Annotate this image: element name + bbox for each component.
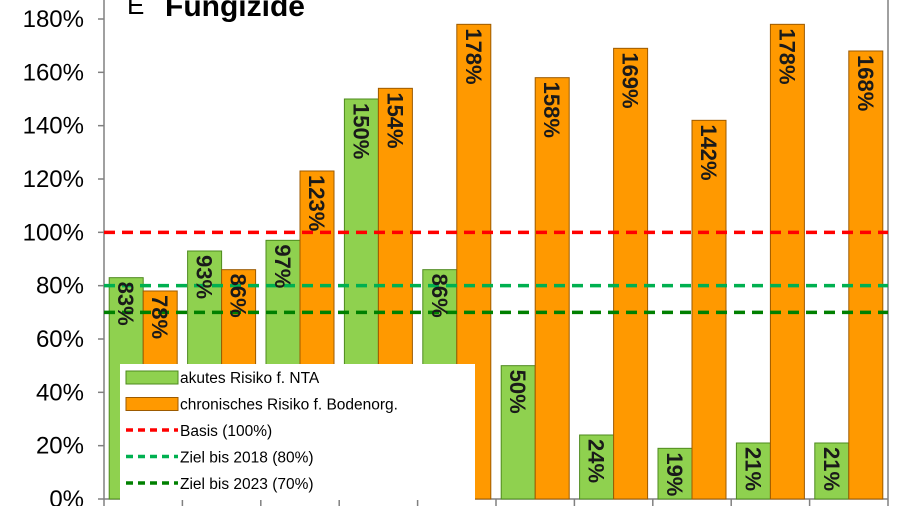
legend-ziel-2018-label: Ziel bis 2018 (80%) [180, 450, 314, 467]
legend-chronic-swatch [125, 397, 179, 411]
chart-title-text: Fungizide [165, 0, 305, 23]
acute-risk-bar [500, 365, 536, 500]
bar-value-label: 86% [226, 274, 251, 318]
y-tick-label: 0% [49, 486, 84, 506]
y-tick-label: 100% [23, 219, 84, 246]
bar-value-label: 78% [147, 295, 172, 339]
bar-value-label: 178% [461, 28, 486, 84]
chronic-risk-bar [613, 47, 649, 500]
legend-box [120, 364, 475, 500]
bar-value-label: 24% [584, 439, 609, 483]
acute-risk-bar [814, 442, 850, 500]
legend-chronic-label: chronisches Risiko f. Bodenorg. [180, 397, 398, 414]
bar-labels: 83% 78% 93% 86% 97% 123% 150% 154% 86% 178% 50% 158… [113, 28, 878, 496]
chronic-risk-bar [848, 50, 884, 500]
bar-value-label: 21% [819, 447, 844, 491]
bar-value-label: 158% [539, 82, 564, 138]
acute-risk-bar [735, 442, 771, 500]
bars [108, 23, 884, 500]
bar-value-label: 86% [427, 274, 452, 318]
legend-acute-swatch [125, 370, 179, 385]
bar-value-label: 50% [505, 370, 530, 414]
y-axis: 0% 20% 40% 60% 80% 100% 120% 140% 160% 180% [23, 0, 889, 506]
chronic-risk-bar [691, 119, 727, 500]
reference-lines [104, 230, 888, 315]
chronic-risk-bar [769, 23, 805, 500]
y-tick-label: 180% [23, 6, 84, 33]
chronic-risk-bar [534, 77, 570, 500]
bar-value-label: 168% [853, 55, 878, 111]
legend-ziel-2023-label: Ziel bis 2023 (70%) [180, 476, 314, 493]
bar-value-label: 83% [113, 282, 138, 326]
bar-value-label: 142% [696, 124, 721, 180]
y-tick-label: 80% [36, 273, 84, 300]
y-tick-label: 140% [23, 113, 84, 140]
chart-title: E Fungizide [127, 0, 305, 23]
bar-value-label: 93% [192, 255, 217, 299]
y-tick-label: 160% [23, 59, 84, 86]
y-tick-label: 120% [23, 166, 84, 193]
y-tick-label: 60% [36, 326, 84, 353]
bar-value-label: 97% [270, 244, 295, 288]
bar-value-label: 178% [774, 28, 799, 84]
y-tick-label: 20% [36, 433, 84, 460]
bar-value-label: 169% [618, 52, 643, 108]
bar-value-label: 150% [348, 103, 373, 159]
bar-value-label: 21% [740, 447, 765, 491]
legend: akutes Risiko f. NTA chronisches Risiko f… [120, 364, 475, 500]
acute-risk-bar [579, 434, 615, 500]
legend-acute-label: akutes Risiko f. NTA [180, 370, 320, 387]
legend-basis-label: Basis (100%) [180, 423, 272, 440]
chart-title-prefix: E [127, 0, 144, 20]
y-tick-label: 40% [36, 379, 84, 406]
bar-value-label: 123% [304, 175, 329, 231]
bar-value-label: 154% [382, 92, 407, 148]
bar-value-label: 19% [662, 452, 687, 496]
x-axis [103, 498, 889, 506]
acute-risk-bar [657, 447, 693, 500]
